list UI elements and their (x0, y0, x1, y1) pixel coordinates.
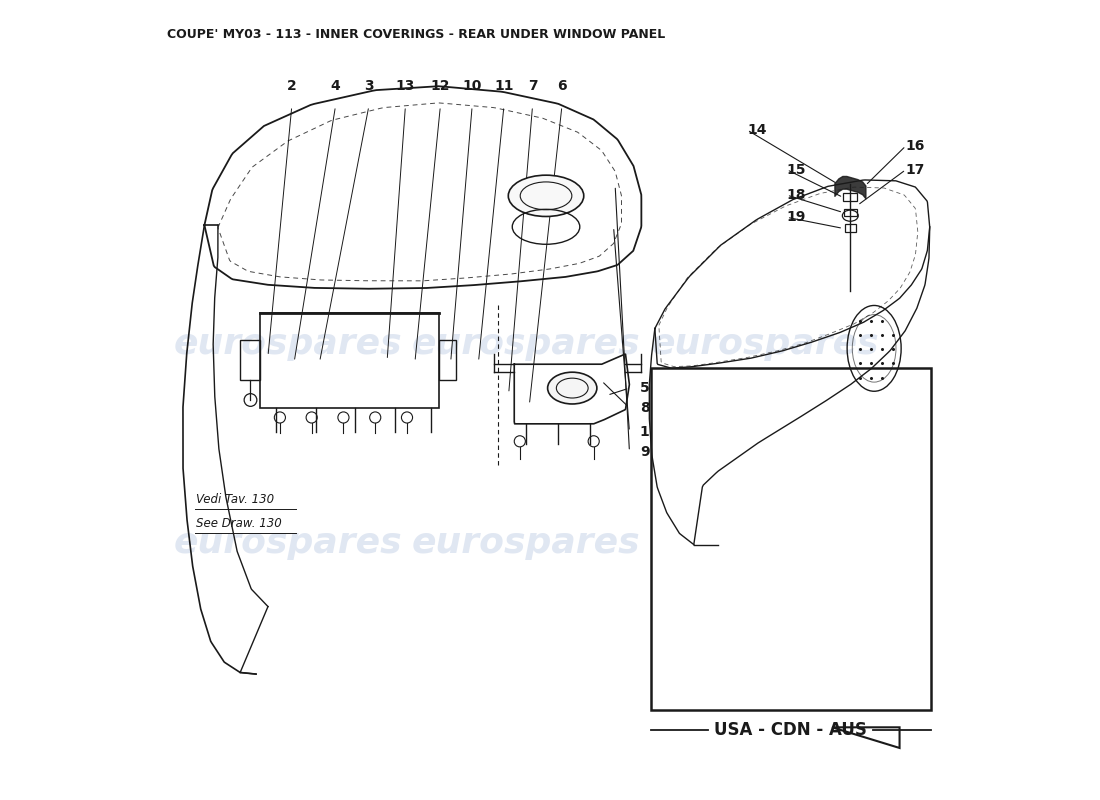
Bar (844, 194, 858, 202)
Text: COUPE' MY03 - 113 - INNER COVERINGS - REAR UNDER WINDOW PANEL: COUPE' MY03 - 113 - INNER COVERINGS - RE… (167, 28, 666, 41)
Text: eurospares: eurospares (174, 327, 403, 362)
Text: 8: 8 (640, 401, 649, 415)
Text: 14: 14 (747, 123, 767, 137)
Text: eurospares: eurospares (174, 526, 403, 560)
Bar (260, 313, 439, 408)
Ellipse shape (508, 175, 584, 217)
Bar (240, 341, 260, 380)
Bar (845, 225, 856, 231)
Text: See Draw. 130: See Draw. 130 (197, 517, 283, 530)
Ellipse shape (548, 372, 597, 404)
Text: 4: 4 (331, 78, 340, 93)
Text: 12: 12 (430, 78, 450, 93)
Bar (439, 341, 456, 380)
Text: 18: 18 (786, 188, 806, 202)
Text: USA - CDN - AUS: USA - CDN - AUS (714, 721, 867, 738)
Text: 11: 11 (494, 78, 514, 93)
Text: 2: 2 (287, 78, 297, 93)
Text: 10: 10 (462, 78, 482, 93)
Text: 19: 19 (786, 210, 806, 224)
Text: 3: 3 (364, 78, 374, 93)
Text: eurospares: eurospares (411, 327, 640, 362)
Text: 16: 16 (906, 138, 925, 153)
Text: 15: 15 (786, 162, 806, 177)
Text: 13: 13 (396, 78, 415, 93)
Text: 5: 5 (640, 381, 649, 395)
Bar (651, 368, 931, 710)
Text: 9: 9 (640, 445, 649, 458)
Text: 17: 17 (906, 162, 925, 177)
Text: 7: 7 (528, 78, 537, 93)
Text: Vedi Tav. 130: Vedi Tav. 130 (197, 493, 275, 506)
Text: 6: 6 (557, 78, 566, 93)
Text: eurospares: eurospares (650, 327, 879, 362)
Bar (844, 209, 857, 216)
Text: eurospares: eurospares (411, 526, 640, 560)
Text: 1: 1 (640, 425, 649, 438)
